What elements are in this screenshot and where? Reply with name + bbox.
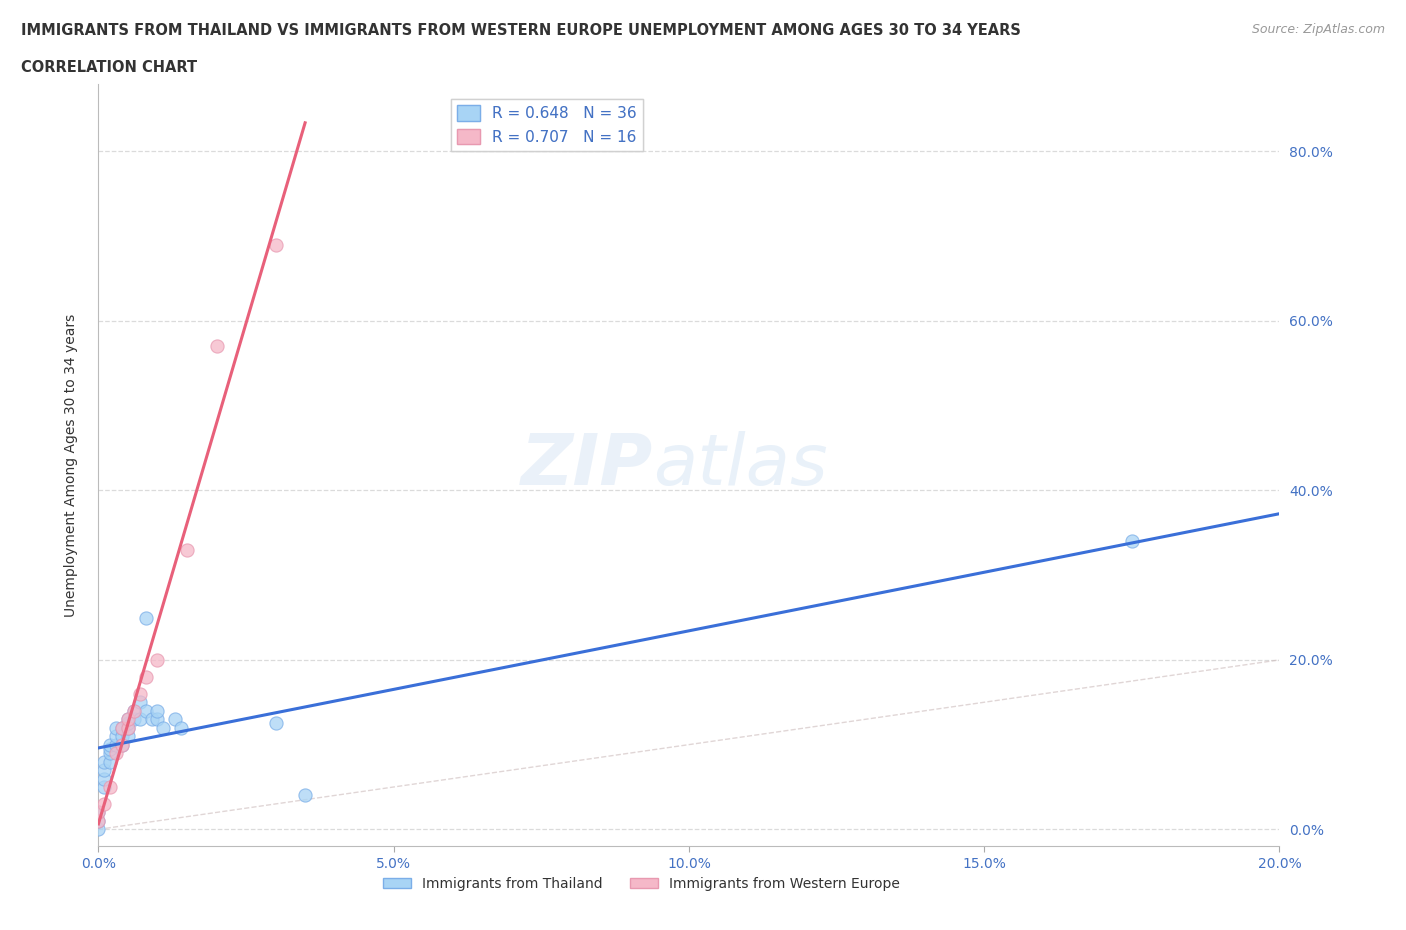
- Point: [264, 716, 287, 731]
- Point: [111, 737, 134, 752]
- Point: [87, 814, 110, 829]
- Point: [176, 542, 198, 557]
- Point: [93, 754, 115, 769]
- Point: [264, 237, 287, 252]
- Text: CORRELATION CHART: CORRELATION CHART: [21, 60, 197, 75]
- Point: [87, 805, 110, 820]
- Point: [93, 796, 115, 811]
- Text: Source: ZipAtlas.com: Source: ZipAtlas.com: [1251, 23, 1385, 36]
- Point: [122, 703, 145, 718]
- Point: [105, 720, 128, 735]
- Legend: R = 0.648   N = 36, R = 0.707   N = 16: R = 0.648 N = 36, R = 0.707 N = 16: [451, 99, 643, 151]
- Point: [93, 771, 115, 786]
- Point: [170, 720, 193, 735]
- Point: [122, 703, 145, 718]
- Point: [87, 814, 110, 829]
- Point: [93, 779, 115, 794]
- Point: [117, 711, 139, 726]
- Point: [98, 779, 121, 794]
- Point: [117, 716, 139, 731]
- Point: [98, 741, 121, 756]
- Point: [128, 695, 150, 710]
- Point: [1121, 534, 1143, 549]
- Point: [98, 746, 121, 761]
- Point: [205, 339, 228, 353]
- Point: [111, 737, 134, 752]
- Point: [105, 737, 128, 752]
- Point: [128, 686, 150, 701]
- Point: [117, 729, 139, 744]
- Text: IMMIGRANTS FROM THAILAND VS IMMIGRANTS FROM WESTERN EUROPE UNEMPLOYMENT AMONG AG: IMMIGRANTS FROM THAILAND VS IMMIGRANTS F…: [21, 23, 1021, 38]
- Point: [152, 720, 174, 735]
- Point: [128, 711, 150, 726]
- Point: [122, 711, 145, 726]
- Point: [117, 720, 139, 735]
- Point: [294, 788, 316, 803]
- Point: [111, 720, 134, 735]
- Point: [105, 746, 128, 761]
- Point: [98, 754, 121, 769]
- Point: [117, 711, 139, 726]
- Point: [87, 822, 110, 837]
- Point: [165, 711, 187, 726]
- Text: atlas: atlas: [654, 431, 828, 499]
- Point: [146, 703, 169, 718]
- Point: [117, 720, 139, 735]
- Point: [135, 703, 157, 718]
- Point: [135, 610, 157, 625]
- Text: ZIP: ZIP: [522, 431, 654, 499]
- Point: [111, 729, 134, 744]
- Point: [105, 729, 128, 744]
- Point: [93, 763, 115, 777]
- Y-axis label: Unemployment Among Ages 30 to 34 years: Unemployment Among Ages 30 to 34 years: [63, 313, 77, 617]
- Point: [146, 711, 169, 726]
- Point: [98, 737, 121, 752]
- Point: [141, 711, 163, 726]
- Point: [146, 653, 169, 668]
- Point: [87, 805, 110, 820]
- Point: [111, 720, 134, 735]
- Point: [135, 670, 157, 684]
